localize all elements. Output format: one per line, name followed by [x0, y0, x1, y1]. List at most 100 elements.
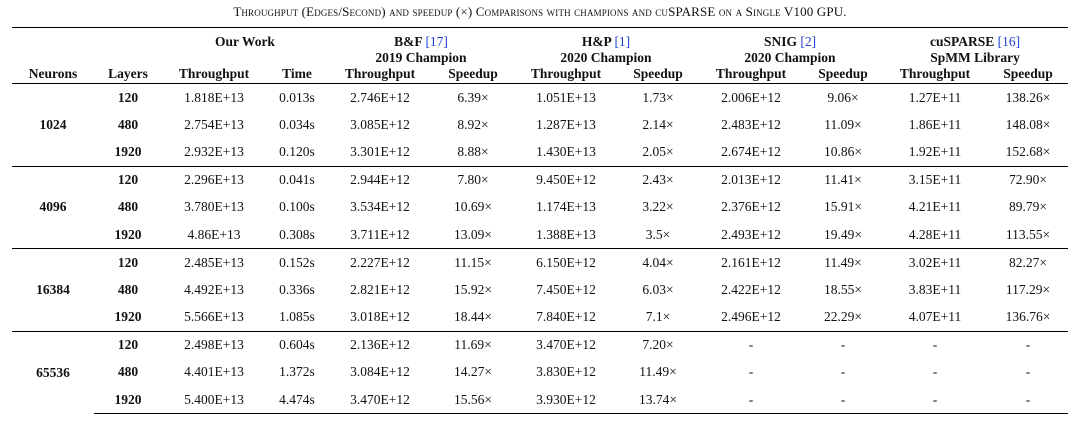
value-cell: - [698, 330, 804, 359]
value-cell: 6.150E+12 [514, 248, 618, 277]
value-cell: 0.034s [279, 116, 315, 132]
caption-part-1: Throughput (Edges/Second) and speedup ( [233, 4, 461, 19]
value-cell: 19.49× [824, 226, 862, 242]
value-cell: 3.930E+12 [514, 386, 618, 415]
table-row: 480 4.401E+13 1.372s 3.084E+12 14.27× 3.830E+… [12, 359, 1068, 386]
value-cell: 7.80× [432, 165, 514, 194]
citation-link[interactable]: [16] [997, 34, 1021, 49]
value-cell: 3.5× [645, 226, 671, 242]
value-cell: 89.79× [1009, 199, 1048, 215]
column-header: Neurons [28, 66, 78, 81]
value-cell: 14.27× [454, 364, 492, 380]
value-cell: 2.161E+12 [698, 248, 804, 277]
value-cell: 3.470E+12 [514, 330, 618, 359]
header-bf: B&F [17] [328, 27, 514, 50]
layers-cell: 480 [117, 364, 139, 380]
table-head: Our Work B&F [17] H&P [1] SNIG [2] cuSPA… [12, 27, 1069, 84]
value-cell: 7.450E+12 [536, 281, 596, 297]
value-cell: 0.336s [279, 281, 315, 297]
value-cell: 3.83E+11 [908, 281, 962, 297]
value-cell: 4.492E+13 [184, 281, 244, 297]
table-row: 480 4.492E+13 0.336s 2.821E+12 15.92× 7.450E+… [12, 276, 1068, 303]
value-cell: 2.746E+12 [328, 83, 432, 112]
table-row: 65536 120 2.498E+13 0.604s 2.136E+12 11.69× 3.… [12, 330, 1069, 414]
value-cell: 11.49× [639, 364, 677, 380]
header-row-subtitles: 2019 Champion 2020 Champion 2020 Champio… [12, 50, 1068, 65]
citation-link[interactable]: [1] [614, 34, 631, 49]
value-cell: 2.944E+12 [328, 165, 432, 194]
value-cell: 1.085s [279, 309, 315, 325]
value-cell: 2.821E+12 [350, 281, 410, 297]
citation-link[interactable]: [17] [425, 34, 448, 49]
value-cell: - [748, 364, 754, 380]
column-header: Speedup [633, 66, 683, 81]
caption-part-2: ) Comparisons with champions and cu [467, 4, 669, 19]
value-cell: 0.013s [266, 83, 328, 112]
value-cell: 3.711E+12 [350, 226, 410, 242]
value-cell: 11.49× [804, 248, 883, 277]
value-cell: 2.136E+12 [328, 330, 432, 359]
table-row: 1920 5.566E+13 1.085s 3.018E+12 18.44× 7.840E… [12, 304, 1068, 332]
caption-times-symbol: × [460, 4, 468, 19]
value-cell: 2.05× [642, 143, 674, 159]
value-cell: - [840, 364, 846, 380]
value-cell: 1.818E+13 [162, 83, 266, 112]
header-cusparse-subtitle: SpMM Library [930, 50, 1020, 65]
header-cusparse: cuSPARSE [16] [882, 27, 1069, 50]
table-body: 1024 120 1.818E+13 0.013s 2.746E+12 6.39× 1.05… [12, 83, 1069, 415]
table-row: 1024 120 1.818E+13 0.013s 2.746E+12 6.39× 1.05… [12, 83, 1069, 167]
column-header: Time [282, 66, 312, 81]
value-cell: 4.86E+13 [187, 226, 241, 242]
header-bf-subtitle: 2019 Champion [375, 50, 467, 65]
table-row: 480 3.780E+13 0.100s 3.534E+12 10.69× 1.174E+… [12, 194, 1068, 221]
value-cell: 3.534E+12 [350, 199, 410, 215]
value-cell: 2.013E+12 [698, 165, 804, 194]
value-cell: 13.74× [618, 386, 698, 415]
neurons-cell: 1024 [12, 83, 94, 167]
value-cell: 4.07E+11 [908, 309, 962, 325]
value-cell: - [988, 386, 1069, 415]
value-cell: 3.301E+12 [350, 143, 410, 159]
value-cell: 3.084E+12 [350, 364, 410, 380]
value-cell: 7.20× [618, 330, 698, 359]
value-cell: 72.90× [988, 165, 1069, 194]
value-cell: 1.287E+13 [536, 116, 596, 132]
value-cell: 2.43× [618, 165, 698, 194]
value-cell: 113.55× [1005, 226, 1051, 242]
value-cell: 3.15E+11 [882, 165, 989, 194]
citation-link[interactable]: [2] [800, 34, 817, 49]
value-cell: 1.430E+13 [536, 143, 596, 159]
neurons-cell: 4096 [12, 165, 94, 249]
layers-cell: 480 [117, 199, 139, 215]
value-cell: 2.674E+12 [721, 143, 781, 159]
value-cell: 2.932E+13 [184, 143, 244, 159]
layers-cell: 120 [94, 83, 162, 112]
layers-cell: 1920 [114, 143, 142, 159]
value-cell: 1.051E+13 [514, 83, 618, 112]
value-cell: 117.29× [1005, 281, 1051, 297]
layers-cell: 480 [117, 281, 139, 297]
layers-cell: 1920 [94, 386, 162, 415]
value-cell: 3.22× [642, 199, 674, 215]
layers-cell: 120 [94, 248, 162, 277]
value-cell: 18.44× [454, 309, 492, 325]
neurons-cell: 65536 [12, 330, 94, 414]
value-cell: 9.06× [804, 83, 883, 112]
value-cell: 2.227E+12 [328, 248, 432, 277]
value-cell: 0.100s [279, 199, 315, 215]
column-header: Speedup [1003, 66, 1053, 81]
value-cell: - [988, 330, 1069, 359]
caption-part-3: on a Single V100 GPU. [715, 4, 847, 19]
layers-cell: 1920 [114, 309, 142, 325]
value-cell: 2.006E+12 [698, 83, 804, 112]
value-cell: 1.73× [618, 83, 698, 112]
value-cell: 15.91× [824, 199, 862, 215]
table-row: 4096 120 2.296E+13 0.041s 2.944E+12 7.80× 9.45… [12, 165, 1069, 249]
value-cell: 4.04× [618, 248, 698, 277]
column-header: Throughput [715, 66, 787, 81]
value-cell: 7.1× [645, 309, 671, 325]
value-cell: 82.27× [988, 248, 1069, 277]
value-cell: 15.92× [454, 281, 492, 297]
value-cell: 22.29× [824, 309, 862, 325]
value-cell: 4.474s [266, 386, 328, 415]
